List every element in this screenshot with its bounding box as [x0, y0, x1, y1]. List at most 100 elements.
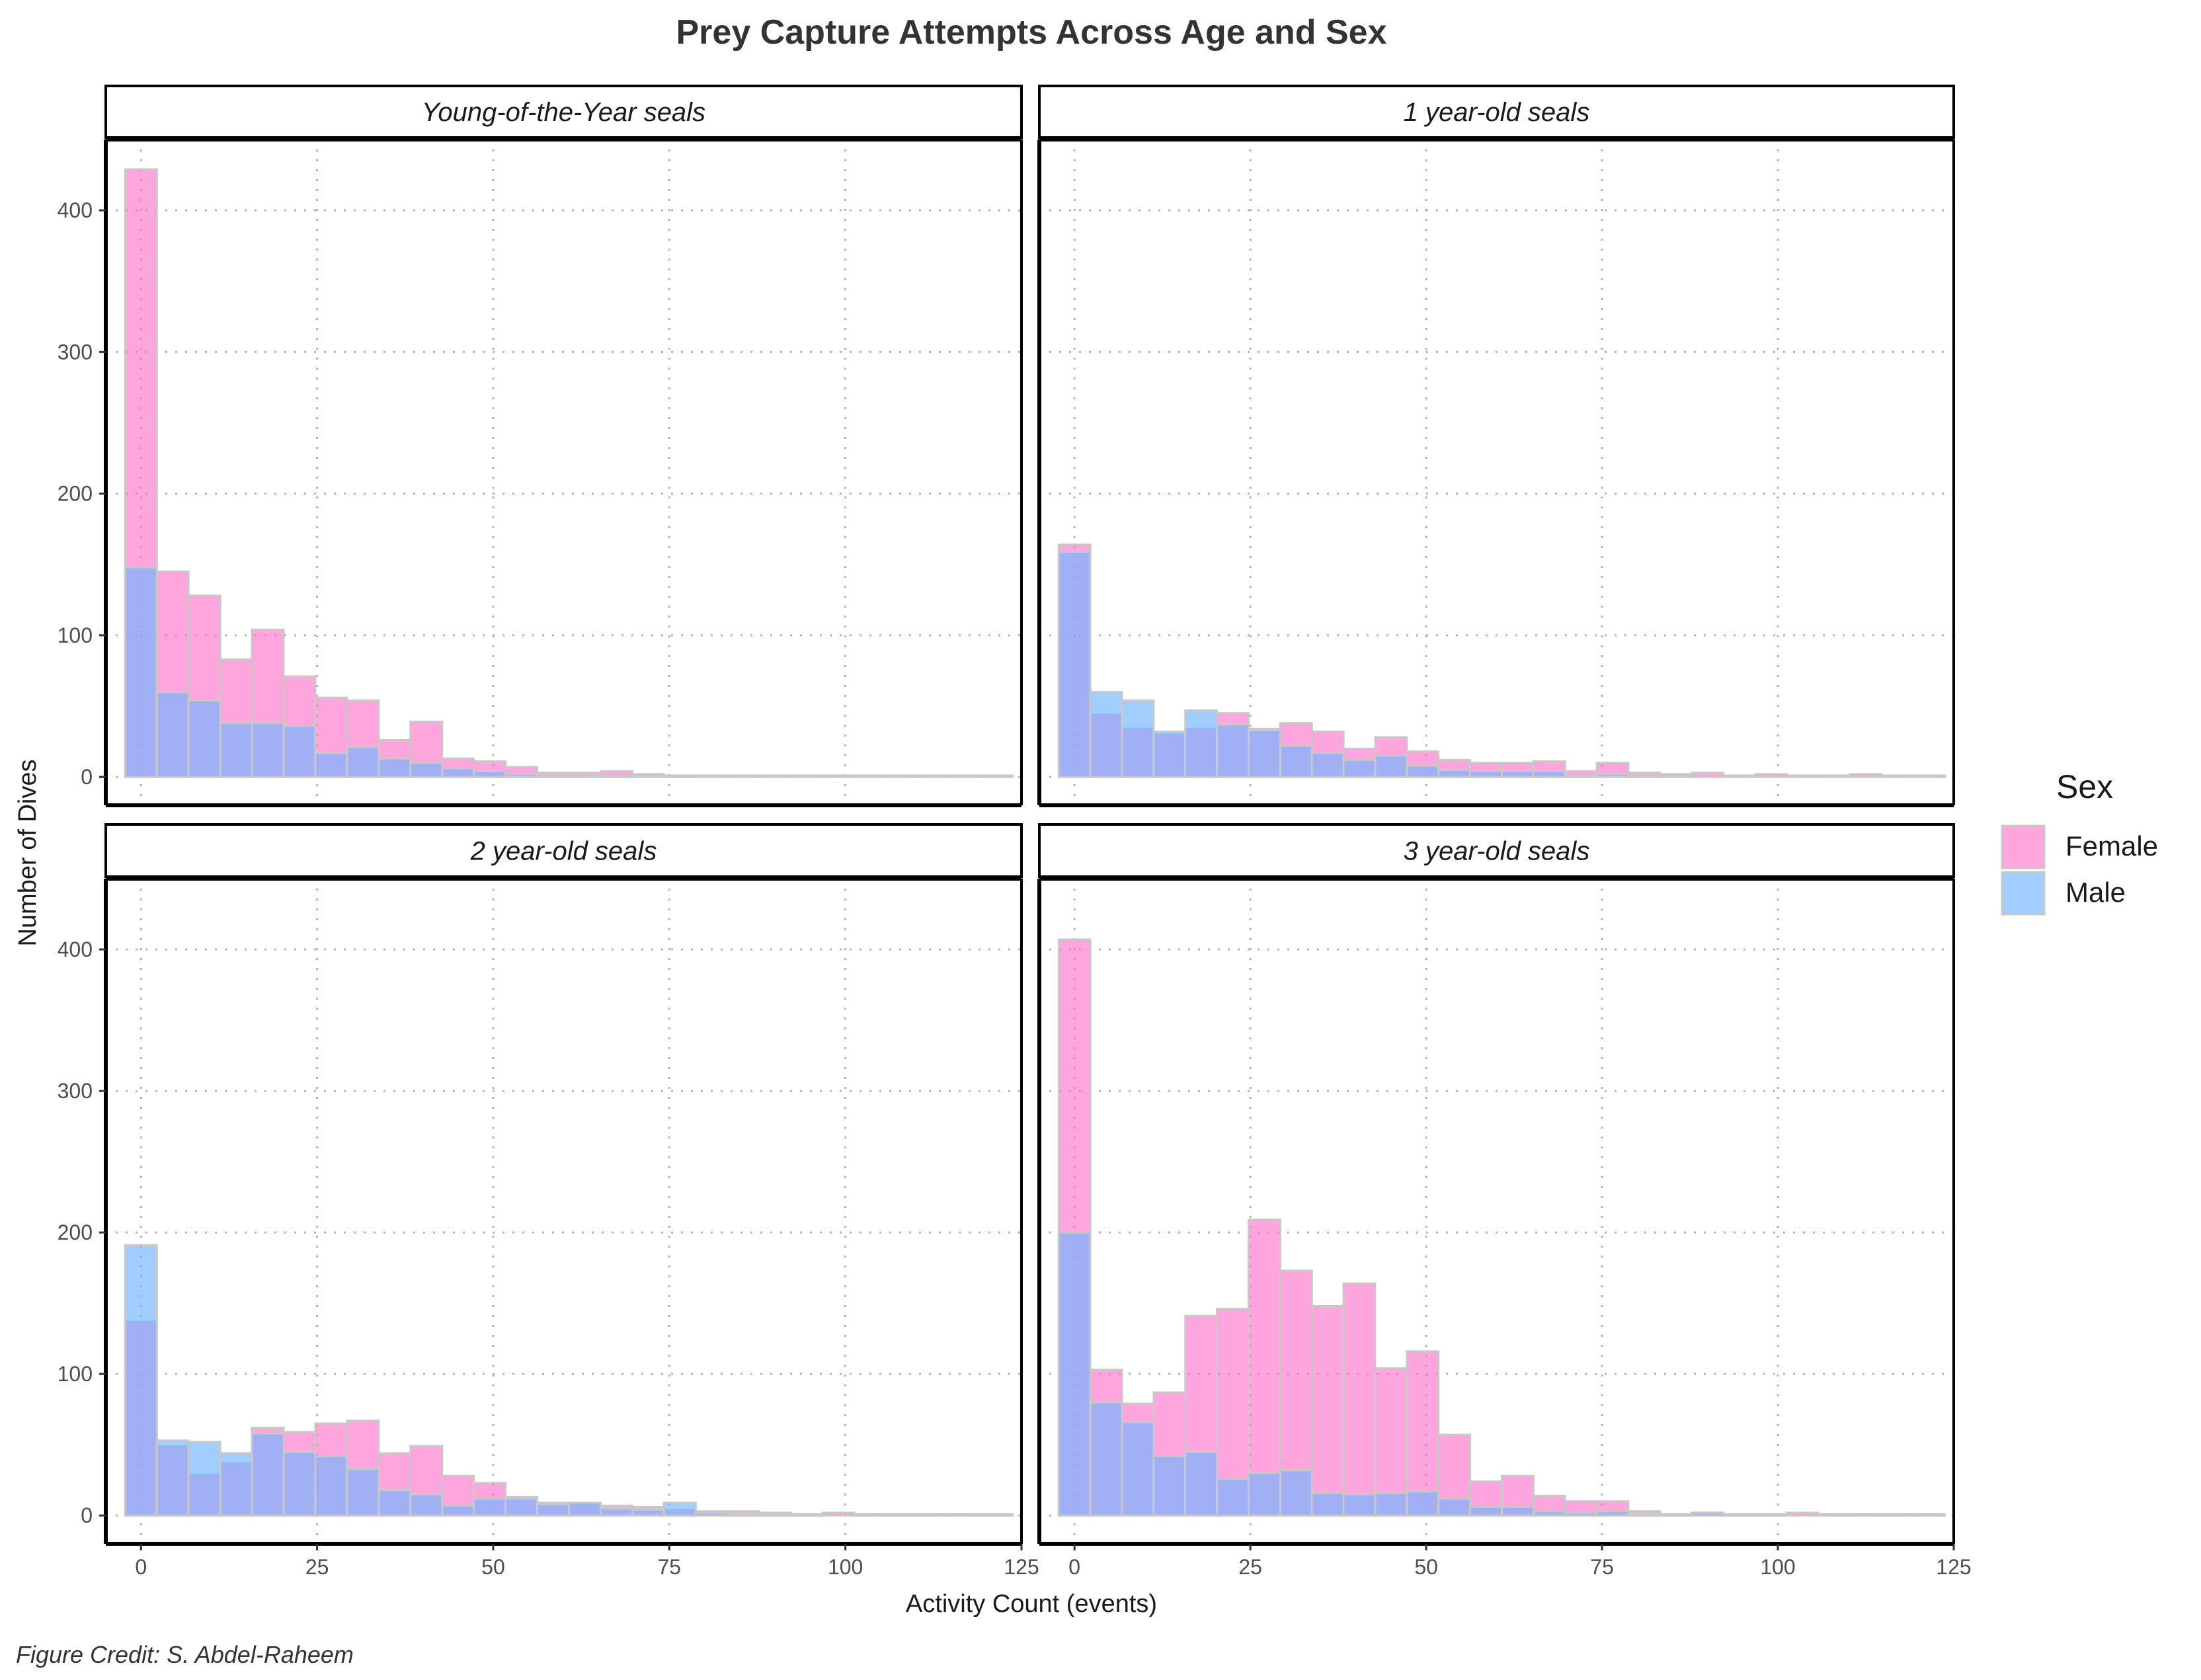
bar-male — [1247, 1472, 1281, 1517]
facet-panel: 3 year-old seals 0 25 50 75 100 125 — [1037, 823, 1972, 1579]
facet-panels: Young-of-the-Year seals 0 100 200 300 400 1 ye… — [58, 85, 1972, 1579]
x-tick-label: 125 — [1004, 1555, 1039, 1579]
bar-male — [1500, 1505, 1535, 1517]
bar-male — [124, 1244, 158, 1517]
bar-female — [1722, 1513, 1756, 1517]
bar-male — [1184, 1451, 1219, 1517]
bar-male — [219, 1452, 253, 1517]
bar-female — [1880, 1513, 1915, 1517]
bar-male — [504, 773, 539, 778]
bar-male — [1659, 1513, 1693, 1517]
bar-male — [1374, 1492, 1408, 1517]
bar-male — [1627, 774, 1661, 778]
bar-female — [853, 1513, 887, 1517]
bar-female — [789, 774, 824, 778]
y-tick-label: 100 — [58, 623, 93, 647]
x-tick-label: 0 — [1068, 1555, 1080, 1579]
bar-male — [346, 1468, 380, 1517]
bar-male — [314, 752, 348, 778]
legend-title: Sex — [2056, 768, 2113, 805]
bar-female — [1247, 1219, 1281, 1517]
y-tick-label: 0 — [81, 765, 93, 789]
bar-female — [1342, 1282, 1377, 1517]
bar-female — [1912, 774, 1946, 778]
y-tick-label: 300 — [58, 340, 93, 364]
bar-male — [155, 691, 190, 778]
bar-female — [726, 774, 760, 778]
bar-male — [1152, 731, 1187, 778]
bar-female — [948, 1513, 982, 1517]
bar-female — [821, 774, 856, 778]
bar-female — [694, 774, 729, 778]
bar-male — [758, 1513, 792, 1517]
facet-panel: 2 year-old seals 0 100 200 300 400 0 25 50 75 100 1… — [58, 823, 1039, 1579]
bar-male — [1152, 1455, 1187, 1517]
legend-label-female: Female — [2065, 830, 2158, 861]
bar-male — [1121, 1421, 1155, 1517]
bar-female — [1817, 1513, 1851, 1517]
bar-male — [346, 746, 380, 778]
bar-male — [1469, 770, 1503, 778]
bar-female — [758, 774, 792, 778]
bar-male — [1057, 1231, 1092, 1517]
bar-male — [1437, 1498, 1472, 1517]
y-axis-title: Number of Dives — [14, 760, 42, 947]
facet-strip-label: Young-of-the-Year seals — [422, 98, 705, 127]
bar-female — [1785, 774, 1820, 778]
y-tick-label: 200 — [58, 1220, 93, 1244]
bar-male — [1406, 764, 1440, 778]
facet-strip — [1038, 823, 1955, 878]
bar-male — [662, 774, 697, 778]
facet-strip — [104, 823, 1023, 878]
bar-female — [1880, 774, 1915, 778]
bar-female — [1912, 1513, 1946, 1517]
bar-male — [1532, 770, 1566, 778]
bar-male — [378, 757, 412, 778]
bar-male — [1659, 774, 1693, 778]
bar-female — [821, 1511, 856, 1517]
bar-female — [885, 774, 919, 778]
x-tick-label: 0 — [135, 1555, 147, 1579]
bar-male — [473, 1498, 507, 1517]
bar-male — [631, 1509, 665, 1517]
bar-female — [885, 1513, 919, 1517]
y-tick-label: 200 — [58, 482, 93, 506]
bar-male — [1691, 1511, 1725, 1517]
facet-panel: 1 year-old seals — [1037, 85, 1955, 807]
x-tick-label: 100 — [1760, 1555, 1795, 1579]
bar-female — [1406, 1350, 1440, 1517]
bar-female — [1753, 1513, 1788, 1517]
bar-male — [1406, 1490, 1440, 1517]
bar-female — [1817, 774, 1851, 778]
y-tick-label: 400 — [58, 198, 93, 222]
bar-male — [599, 774, 633, 778]
legend: Sex Female Male — [2001, 768, 2158, 916]
bar-female — [916, 1513, 951, 1517]
bar-male — [409, 1493, 444, 1517]
bar-male — [1595, 1510, 1630, 1517]
facet-strip-label: 3 year-old seals — [1404, 837, 1590, 866]
bar-female — [1310, 1304, 1345, 1517]
bar-male — [1216, 1478, 1250, 1517]
bar-male — [599, 1507, 633, 1517]
bar-male — [187, 1441, 221, 1517]
bar-male — [1184, 709, 1219, 778]
x-tick-label: 25 — [1238, 1555, 1262, 1579]
bar-male — [504, 1498, 539, 1517]
bar-male — [1089, 691, 1123, 778]
y-tick-label: 0 — [81, 1503, 93, 1527]
bar-male — [536, 1503, 570, 1517]
x-tick-label: 50 — [1414, 1555, 1438, 1579]
bar-male — [314, 1455, 348, 1517]
bar-male — [1057, 550, 1092, 778]
bar-male — [251, 1432, 285, 1517]
bar-male — [1595, 773, 1630, 778]
bar-male — [1310, 1492, 1345, 1517]
chart-title: Prey Capture Attempts Across Age and Sex — [676, 13, 1387, 52]
bar-male — [1469, 1505, 1503, 1517]
bar-female — [1849, 773, 1883, 778]
bar-female — [1785, 1511, 1820, 1517]
y-tick-label: 400 — [58, 938, 93, 961]
bar-male — [1216, 723, 1250, 778]
